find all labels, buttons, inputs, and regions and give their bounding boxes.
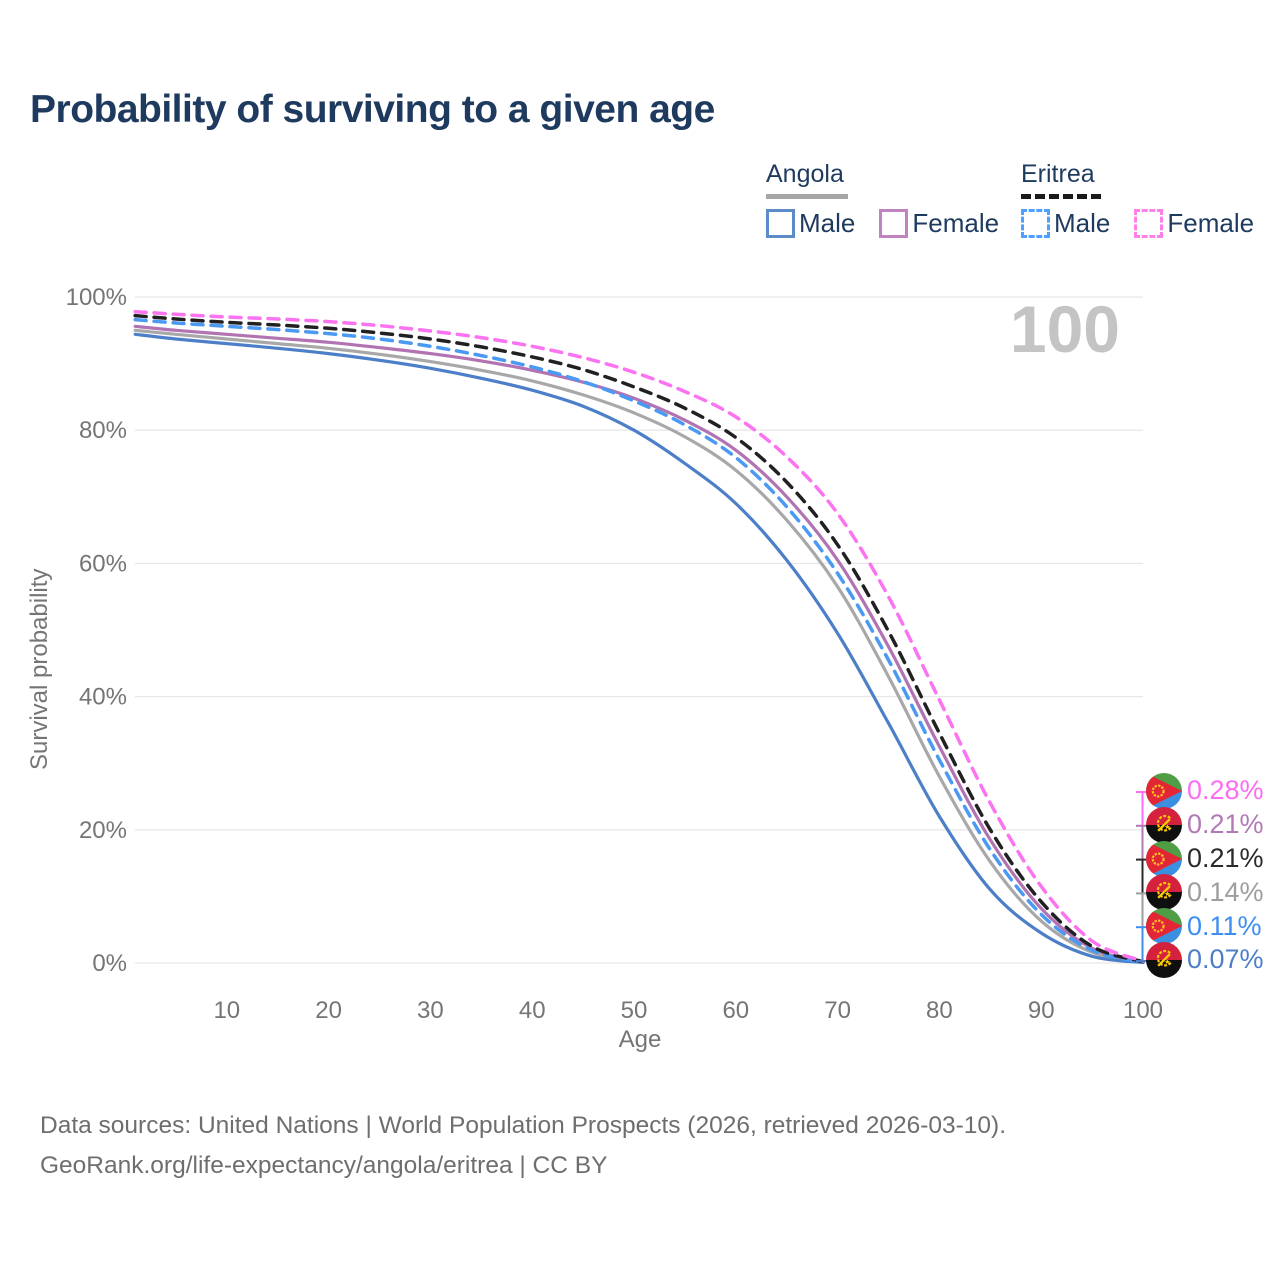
eritrea-flag-icon xyxy=(1146,773,1182,809)
x-tick-label-90: 90 xyxy=(1028,997,1055,1024)
x-tick-label-70: 70 xyxy=(824,997,851,1024)
legend-group-angola: Angola Male Female xyxy=(766,160,999,239)
series-line-angola-female xyxy=(133,324,1145,964)
angola-flag-icon xyxy=(1146,942,1182,978)
series-line-angola-both-sexes xyxy=(133,328,1145,964)
legend-item-eritrea-male[interactable]: Male xyxy=(1021,208,1110,239)
data-sources-footer: Data sources: United Nations | World Pop… xyxy=(40,1106,1006,1186)
current-age-watermark: 100 xyxy=(1009,292,1120,366)
end-label-eritrea-both: 0.21% xyxy=(1146,842,1264,876)
y-tick-label-20: 20% xyxy=(79,817,127,844)
legend-label: Male xyxy=(799,208,856,238)
series-line-eritrea-female xyxy=(133,309,1145,963)
x-axis-title: Age xyxy=(618,1026,662,1053)
x-tick-label-20: 20 xyxy=(315,997,342,1024)
angola-male-swatch-icon xyxy=(766,209,795,238)
legend-item-eritrea-female[interactable]: Female xyxy=(1134,208,1254,239)
legend-item-angola-female[interactable]: Female xyxy=(879,208,999,239)
angola-flag-icon xyxy=(1146,807,1182,843)
y-tick-label-80: 80% xyxy=(79,417,127,444)
series-line-eritrea-male xyxy=(133,317,1145,965)
legend-label: Male xyxy=(1054,208,1111,238)
end-label-angola-female: 0.21% xyxy=(1146,808,1264,842)
y-tick-label-40: 40% xyxy=(79,684,127,711)
x-tick-label-100: 100 xyxy=(1123,997,1163,1024)
x-tick-label-60: 60 xyxy=(722,997,749,1024)
end-label-eritrea-male: 0.11% xyxy=(1146,909,1264,943)
angola-female-swatch-icon xyxy=(879,209,909,238)
eritrea-flag-icon xyxy=(1146,908,1182,944)
legend-header-angola: Angola xyxy=(766,160,844,188)
end-label-angola-male: 0.07% xyxy=(1146,943,1264,977)
series-line-angola-male xyxy=(133,332,1145,965)
end-label-eritrea-female: 0.28% xyxy=(1146,774,1264,808)
legend-label: Female xyxy=(912,208,1000,238)
end-value: 0.14% xyxy=(1187,876,1264,907)
end-value: 0.21% xyxy=(1187,809,1264,840)
x-tick-label-80: 80 xyxy=(926,997,953,1024)
y-tick-label-100: 100% xyxy=(66,284,127,311)
legend-underline-eritrea-dashed xyxy=(1021,194,1101,199)
legend-underline-angola-solid xyxy=(766,194,848,199)
end-labels: 0.28% 0.21% 0.21% 0.14% 0.11% 0.07% xyxy=(1146,774,1264,977)
x-tick-label-50: 50 xyxy=(621,997,648,1024)
eritrea-male-swatch-icon xyxy=(1021,209,1050,238)
end-label-angola-both: 0.14% xyxy=(1146,875,1264,909)
eritrea-flag-icon xyxy=(1146,841,1182,877)
legend-header-eritrea: Eritrea xyxy=(1021,160,1095,188)
page-title: Probability of surviving to a given age xyxy=(30,88,715,131)
footer-line-1: Data sources: United Nations | World Pop… xyxy=(40,1112,1007,1139)
legend-item-angola-male[interactable]: Male xyxy=(766,208,855,239)
end-value: 0.11% xyxy=(1187,910,1262,941)
y-tick-label-60: 60% xyxy=(79,550,127,577)
end-value: 0.07% xyxy=(1187,944,1264,975)
y-axis-title: Survival probability xyxy=(26,568,53,770)
y-tick-label-0: 0% xyxy=(92,950,127,977)
x-tick-label-40: 40 xyxy=(519,997,546,1024)
eritrea-female-swatch-icon xyxy=(1134,209,1164,238)
end-value: 0.21% xyxy=(1187,842,1264,873)
x-tick-label-10: 10 xyxy=(213,997,240,1024)
end-value: 0.28% xyxy=(1187,775,1264,806)
x-tick-label-30: 30 xyxy=(417,997,444,1024)
angola-flag-icon xyxy=(1146,874,1182,910)
legend-label: Female xyxy=(1167,208,1255,238)
footer-line-2: GeoRank.org/life-expectancy/angola/eritr… xyxy=(40,1152,608,1179)
legend-group-eritrea: Eritrea Male Female xyxy=(1021,160,1254,239)
series-line-eritrea-both-sexes xyxy=(133,313,1145,964)
